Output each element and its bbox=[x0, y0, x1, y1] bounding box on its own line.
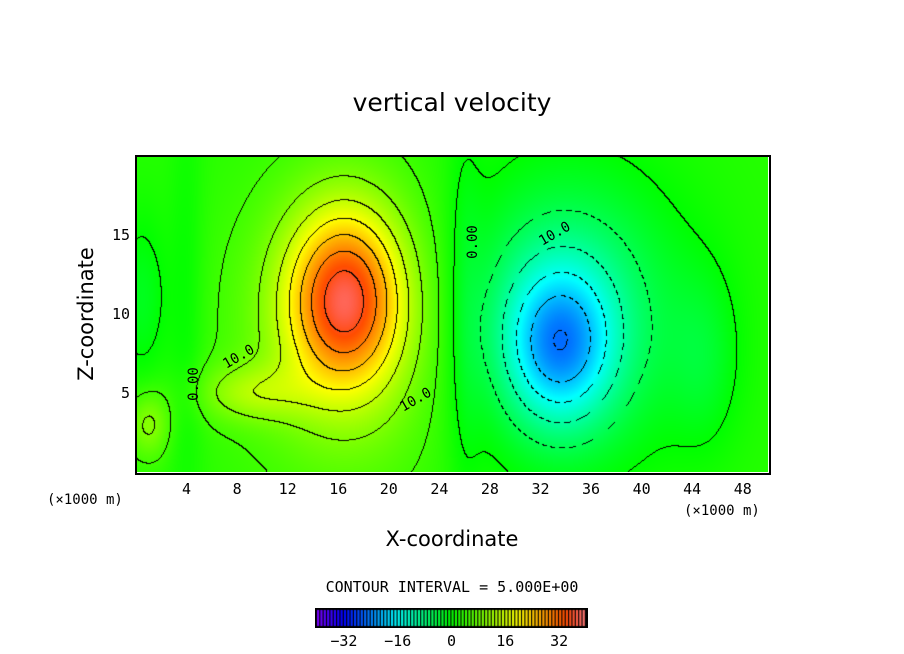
x-tick-label: 48 bbox=[733, 480, 752, 498]
chart-title: vertical velocity bbox=[352, 88, 552, 117]
x-tick-label: 4 bbox=[182, 480, 192, 498]
contour-interval: CONTOUR INTERVAL = 5.000E+00 bbox=[325, 578, 579, 596]
colorbar-tick-label: −16 bbox=[384, 632, 412, 650]
y-tick-label: 15 bbox=[111, 226, 130, 244]
y-tick-label: 5 bbox=[120, 384, 130, 402]
x-tick-label: 24 bbox=[430, 480, 449, 498]
colorbar-tick-label: 32 bbox=[550, 632, 569, 650]
x-tick-label: 28 bbox=[480, 480, 499, 498]
x-tick-label: 20 bbox=[379, 480, 398, 498]
plot-frame bbox=[135, 155, 771, 475]
colorbar bbox=[315, 608, 588, 628]
y-tick-label: 10 bbox=[111, 305, 130, 323]
colorbar-tick-label: −32 bbox=[330, 632, 358, 650]
x-tick-label: 12 bbox=[278, 480, 297, 498]
contour-field bbox=[136, 156, 768, 472]
x-tick-label: 8 bbox=[232, 480, 242, 498]
colorbar-tick-label: 16 bbox=[496, 632, 515, 650]
x-tick-label: 40 bbox=[632, 480, 651, 498]
contour-label: 0.00 bbox=[464, 225, 481, 259]
x-tick-label: 32 bbox=[531, 480, 550, 498]
y-unit-label: (×1000 m) bbox=[47, 492, 123, 508]
x-tick-label: 44 bbox=[683, 480, 702, 498]
x-tick-label: 16 bbox=[329, 480, 348, 498]
contour-label: 0.00 bbox=[185, 367, 202, 401]
x-axis-label: X-coordinate bbox=[385, 527, 519, 551]
plot-area bbox=[136, 156, 768, 472]
x-unit-label: (×1000 m) bbox=[684, 503, 760, 519]
x-tick-label: 36 bbox=[582, 480, 601, 498]
colorbar-tick-label: 0 bbox=[446, 632, 457, 650]
y-axis-label: Z-coordinate bbox=[74, 247, 98, 381]
